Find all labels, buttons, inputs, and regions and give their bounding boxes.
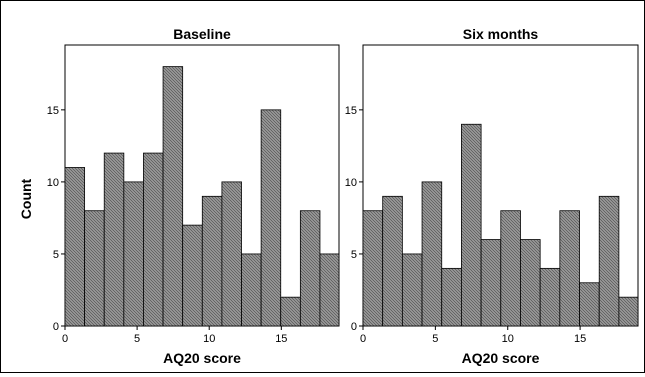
- y-tick-label: 15: [47, 105, 59, 117]
- x-tick-label: 15: [574, 333, 586, 345]
- bar-1-3: [103, 152, 125, 327]
- bar-1-13: [299, 210, 321, 327]
- bar-2-10: [539, 267, 561, 327]
- y-tick-label: 0: [53, 321, 59, 333]
- bar-2-8: [500, 210, 521, 327]
- bar-1-8: [201, 195, 223, 327]
- bar-1-1: [64, 167, 86, 327]
- bar-1-12: [280, 296, 301, 327]
- bar-1-7: [182, 224, 203, 327]
- bar-1-5: [143, 152, 164, 327]
- bar-2-13: [598, 195, 620, 327]
- y-tick-label: 10: [47, 177, 59, 189]
- x-tick-label: 0: [360, 333, 366, 345]
- y-axis-label: Count: [18, 178, 34, 219]
- y-tick-label: 5: [53, 249, 59, 261]
- bar-2-7: [480, 239, 502, 327]
- x-tick-label: 15: [275, 333, 287, 345]
- bar-1-11: [260, 109, 282, 327]
- bar-2-1: [362, 210, 384, 327]
- y-tick-label: 10: [345, 177, 357, 189]
- bar-2-4: [421, 181, 443, 327]
- y-tick-label: 15: [345, 105, 357, 117]
- bar-2-6: [461, 123, 482, 327]
- panel-title-1: Baseline: [173, 26, 231, 42]
- x-axis-label-1: AQ20 score: [163, 350, 241, 366]
- x-tick-label: 5: [432, 333, 438, 345]
- y-tick-label: 0: [351, 321, 357, 333]
- bar-1-10: [241, 253, 262, 327]
- panel-title-2: Six months: [463, 26, 539, 42]
- x-tick-label: 10: [502, 333, 514, 345]
- bar-1-4: [123, 181, 144, 327]
- bar-2-3: [401, 253, 423, 327]
- bar-2-9: [520, 239, 541, 327]
- bar-1-9: [221, 181, 242, 327]
- bar-2-14: [618, 296, 639, 327]
- y-tick-label: 5: [351, 249, 357, 261]
- x-tick-label: 0: [62, 333, 68, 345]
- x-tick-label: 5: [134, 333, 140, 345]
- x-axis-label-2: AQ20 score: [462, 350, 540, 366]
- bar-2-2: [382, 195, 403, 327]
- x-tick-label: 10: [203, 333, 215, 345]
- bar-1-2: [84, 210, 105, 327]
- bar-2-11: [559, 210, 580, 327]
- bar-1-6: [162, 66, 184, 327]
- bar-2-12: [579, 282, 600, 327]
- bar-2-5: [441, 267, 462, 327]
- bar-1-14: [319, 253, 340, 327]
